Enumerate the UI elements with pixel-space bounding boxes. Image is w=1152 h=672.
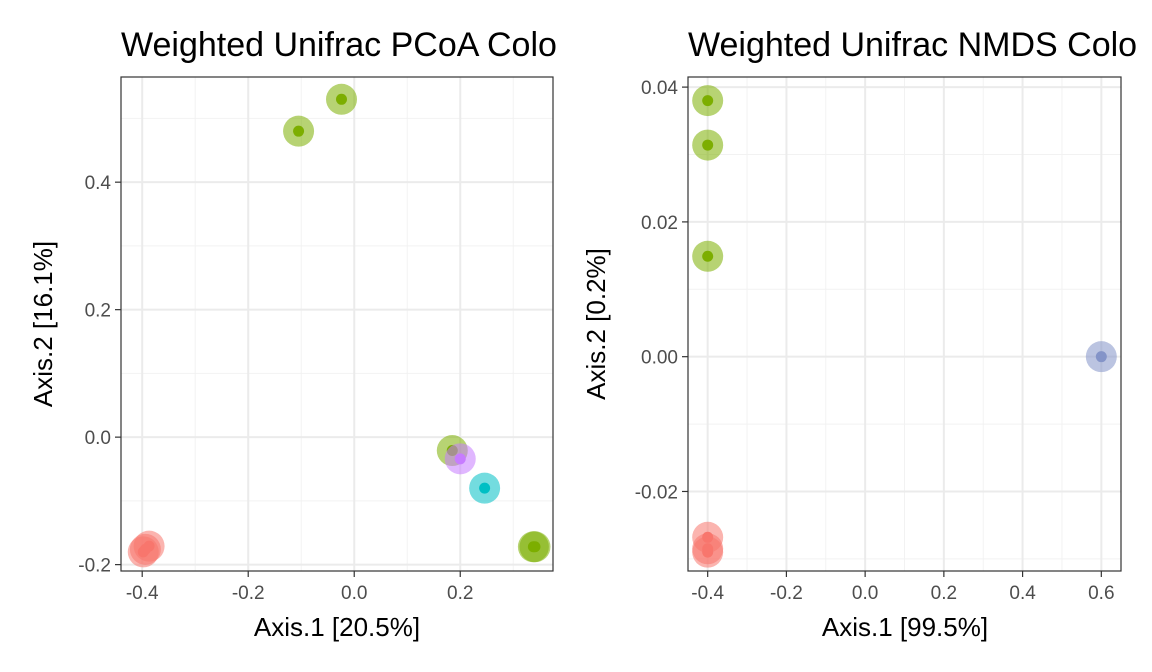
nmds-x-tick-label: 0.4 <box>1009 583 1036 604</box>
pcoa-x-axis-label: Axis.1 [20.5%] <box>254 612 420 642</box>
nmds-x-tick-label: -0.4 <box>691 583 724 604</box>
nmds-ticks: -0.4 -0.2 0.0 0.2 0.4 0.6 -0.02 0.00 0.02 0.04 <box>635 78 1115 604</box>
nmds-point <box>702 546 714 558</box>
pcoa-point <box>527 541 539 553</box>
pcoa-title: Weighted Unifrac PCoA Colo <box>121 26 557 64</box>
pcoa-x-tick-label: 0.2 <box>447 583 473 604</box>
nmds-y-tick-label: 0.00 <box>641 348 678 369</box>
pcoa-panel-border <box>120 76 554 572</box>
pcoa-x-tick-label: 0.0 <box>341 583 367 604</box>
pcoa-grid <box>121 77 553 571</box>
nmds-point <box>702 139 714 151</box>
nmds-x-tick-label: 0.0 <box>852 583 878 604</box>
nmds-x-tick-label: 0.2 <box>931 583 957 604</box>
nmds-y-tick-label: 0.04 <box>641 78 678 99</box>
nmds-panel-border <box>687 76 1122 572</box>
pcoa-y-axis-label: Axis.2 [16.1%] <box>28 241 58 407</box>
pcoa-y-tick-label: 0.2 <box>85 301 111 322</box>
nmds-y-tick-label: -0.02 <box>635 482 678 503</box>
pcoa-point <box>479 482 491 494</box>
pcoa-y-tick-label: 0.0 <box>85 428 111 449</box>
nmds-points <box>692 85 1117 568</box>
pcoa-point <box>336 93 348 105</box>
nmds-point <box>702 95 714 107</box>
pcoa-point <box>454 453 466 465</box>
nmds-x-tick-label: -0.2 <box>770 583 803 604</box>
pcoa-point <box>293 125 305 137</box>
nmds-y-tick-label: 0.02 <box>641 213 678 234</box>
pcoa-x-tick-label: -0.2 <box>232 583 265 604</box>
nmds-title: Weighted Unifrac NMDS Colo <box>688 26 1137 64</box>
pcoa-ticks: -0.4 -0.2 0.0 0.2 -0.2 0.0 0.2 0.4 <box>78 173 473 604</box>
pcoa-y-tick-label: 0.4 <box>85 173 112 194</box>
pcoa-point <box>139 543 151 555</box>
pcoa-panel: Weighted Unifrac PCoA Colo -0.4 -0.2 0.0 0.… <box>28 26 557 642</box>
nmds-panel: Weighted Unifrac NMDS Colo -0.4 -0.2 0.0 0.… <box>581 26 1137 642</box>
nmds-point <box>702 250 714 262</box>
nmds-point <box>1095 351 1107 363</box>
pcoa-x-tick-label: -0.4 <box>126 583 159 604</box>
pcoa-y-tick-label: -0.2 <box>78 556 111 577</box>
nmds-x-axis-label: Axis.1 [99.5%] <box>822 612 988 642</box>
nmds-x-tick-label: 0.6 <box>1088 583 1114 604</box>
pcoa-points <box>127 83 551 568</box>
nmds-y-axis-label: Axis.2 [0.2%] <box>581 248 611 400</box>
